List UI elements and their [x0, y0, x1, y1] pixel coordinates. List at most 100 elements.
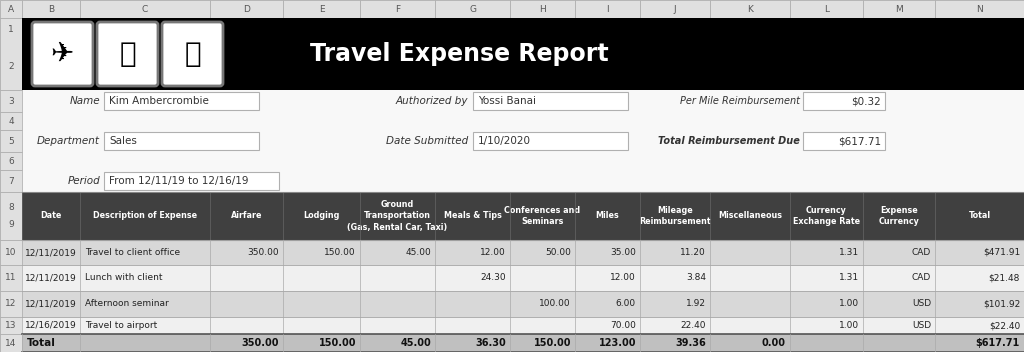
Text: Mileage
Reimbursement: Mileage Reimbursement [639, 206, 711, 226]
Text: 12/11/2019: 12/11/2019 [26, 300, 77, 308]
Text: L: L [824, 5, 829, 13]
Bar [510, 0, 575, 18]
Text: Miscellaneous: Miscellaneous [718, 212, 782, 220]
Text: 45.00: 45.00 [406, 248, 431, 257]
Bar [0, 152, 22, 170]
Text: 11.20: 11.20 [680, 248, 706, 257]
Bar [22, 192, 1024, 240]
Bar [0, 90, 22, 112]
Text: 12/11/2019: 12/11/2019 [26, 248, 77, 257]
Text: Ground
Transportation
(Gas, Rental Car, Taxi): Ground Transportation (Gas, Rental Car, … [347, 200, 447, 232]
Bar [22, 0, 80, 18]
Text: 9: 9 [8, 220, 14, 229]
Bar [283, 0, 360, 18]
Text: 70.00: 70.00 [610, 321, 636, 330]
Text: Miles: Miles [596, 212, 620, 220]
Bar [0, 18, 22, 90]
Text: Authorized by: Authorized by [395, 96, 468, 106]
Text: H: H [539, 5, 546, 13]
Text: 🚆: 🚆 [119, 40, 136, 68]
Text: 6.00: 6.00 [615, 300, 636, 308]
Text: Total Reimbursement Due: Total Reimbursement Due [658, 136, 800, 146]
Text: 150.00: 150.00 [534, 338, 571, 348]
Text: 1.92: 1.92 [686, 300, 706, 308]
Text: Period: Period [68, 176, 100, 186]
Text: A: A [8, 5, 14, 13]
Text: Name: Name [70, 96, 100, 106]
Bar [935, 0, 1024, 18]
Text: 45.00: 45.00 [400, 338, 431, 348]
Text: Kim Ambercrombie: Kim Ambercrombie [109, 96, 209, 106]
Text: G: G [469, 5, 476, 13]
Text: Travel to airport: Travel to airport [85, 321, 158, 330]
Bar [22, 317, 1024, 334]
Bar [0, 317, 22, 334]
Text: I: I [606, 5, 609, 13]
Bar [22, 240, 1024, 265]
Bar [0, 334, 22, 352]
Bar [0, 112, 22, 130]
Text: 1.31: 1.31 [839, 248, 859, 257]
FancyBboxPatch shape [32, 22, 93, 86]
Text: Date: Date [40, 212, 61, 220]
Text: Currency
Exchange Rate: Currency Exchange Rate [793, 206, 860, 226]
Text: 22.40: 22.40 [681, 321, 706, 330]
Text: 8: 8 [8, 203, 14, 212]
Text: Expense
Currency: Expense Currency [879, 206, 920, 226]
Bar [790, 0, 863, 18]
Text: 1.00: 1.00 [839, 300, 859, 308]
Text: B: B [48, 5, 54, 13]
Text: 2: 2 [8, 62, 13, 71]
Text: 350.00: 350.00 [248, 248, 279, 257]
Bar [0, 130, 22, 152]
Text: $617.71: $617.71 [838, 136, 881, 146]
FancyBboxPatch shape [97, 22, 158, 86]
Text: M: M [895, 5, 903, 13]
Text: 13: 13 [5, 321, 16, 330]
Text: Date Submitted: Date Submitted [386, 136, 468, 146]
Text: 14: 14 [5, 339, 16, 347]
Text: 10: 10 [5, 248, 16, 257]
Text: Lunch with client: Lunch with client [85, 274, 163, 283]
Text: $22.40: $22.40 [989, 321, 1020, 330]
Bar [803, 132, 885, 150]
Text: 123.00: 123.00 [598, 338, 636, 348]
Text: 1/10/2020: 1/10/2020 [478, 136, 531, 146]
Bar [473, 132, 628, 150]
Text: CAD: CAD [911, 274, 931, 283]
Text: Airfare: Airfare [230, 212, 262, 220]
Bar [0, 240, 22, 265]
Text: Department: Department [37, 136, 100, 146]
Bar [710, 0, 790, 18]
Text: 5: 5 [8, 137, 14, 145]
Text: 1.00: 1.00 [839, 321, 859, 330]
Bar [473, 92, 628, 110]
Bar [803, 92, 885, 110]
Text: N: N [976, 5, 983, 13]
Text: USD: USD [912, 321, 931, 330]
Text: $21.48: $21.48 [988, 274, 1020, 283]
Bar [0, 265, 22, 291]
Text: Total: Total [969, 212, 990, 220]
Text: 11: 11 [5, 274, 16, 283]
Bar [360, 0, 435, 18]
Bar [104, 172, 279, 190]
Text: D: D [243, 5, 250, 13]
FancyBboxPatch shape [162, 22, 223, 86]
Bar [22, 291, 1024, 317]
Bar [80, 0, 210, 18]
Text: $471.91: $471.91 [983, 248, 1020, 257]
Text: 🚗: 🚗 [184, 40, 201, 68]
Bar [0, 291, 22, 317]
Bar [22, 18, 1024, 90]
Text: Sales: Sales [109, 136, 137, 146]
Text: Travel Expense Report: Travel Expense Report [310, 42, 608, 66]
Text: CAD: CAD [911, 248, 931, 257]
Text: 35.00: 35.00 [610, 248, 636, 257]
Text: F: F [395, 5, 400, 13]
Text: Meals & Tips: Meals & Tips [443, 212, 502, 220]
Text: Per Mile Reimbursement: Per Mile Reimbursement [680, 96, 800, 106]
Bar [863, 0, 935, 18]
Bar [575, 0, 640, 18]
Text: 3.84: 3.84 [686, 274, 706, 283]
